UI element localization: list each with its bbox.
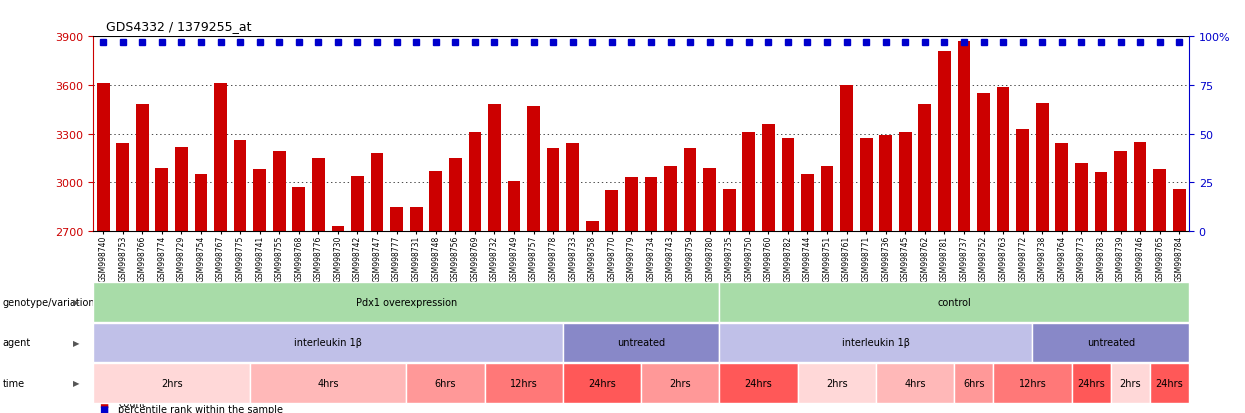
Bar [1134, 142, 1147, 231]
Bar [176, 147, 188, 231]
Bar [116, 144, 129, 231]
Bar [508, 181, 520, 231]
Text: untreated: untreated [618, 337, 665, 348]
Text: ▶: ▶ [72, 298, 80, 306]
Bar [214, 84, 227, 231]
Text: control: control [937, 297, 971, 307]
Bar [605, 191, 619, 231]
Bar [801, 175, 814, 231]
Text: ■: ■ [100, 398, 108, 408]
Bar [136, 105, 148, 231]
Text: percentile rank within the sample: percentile rank within the sample [118, 404, 284, 413]
Bar [194, 175, 208, 231]
Text: count: count [118, 398, 146, 408]
Bar [468, 133, 482, 231]
Bar [742, 133, 756, 231]
Text: 24hrs: 24hrs [745, 378, 772, 388]
Text: genotype/variation: genotype/variation [2, 297, 95, 307]
Text: ■: ■ [100, 404, 108, 413]
Bar [1016, 129, 1030, 231]
Bar [664, 166, 677, 231]
Bar [723, 189, 736, 231]
Text: 2hrs: 2hrs [670, 378, 691, 388]
Text: 2hrs: 2hrs [161, 378, 183, 388]
Bar [625, 178, 637, 231]
Bar [645, 178, 657, 231]
Text: interleukin 1β: interleukin 1β [294, 337, 362, 348]
Bar [820, 166, 833, 231]
Bar [879, 136, 893, 231]
Text: ▶: ▶ [72, 379, 80, 387]
Bar [566, 144, 579, 231]
Bar [156, 168, 168, 231]
Bar [312, 159, 325, 231]
Text: 2hrs: 2hrs [825, 378, 848, 388]
Bar [586, 221, 599, 231]
Bar [1173, 189, 1185, 231]
Text: 24hrs: 24hrs [1077, 378, 1106, 388]
Text: 4hrs: 4hrs [904, 378, 926, 388]
Bar [390, 207, 403, 231]
Bar [957, 42, 970, 231]
Bar [1074, 163, 1088, 231]
Text: ▶: ▶ [72, 338, 80, 347]
Text: interleukin 1β: interleukin 1β [842, 337, 910, 348]
Bar [684, 149, 696, 231]
Text: Pdx1 overexpression: Pdx1 overexpression [356, 297, 457, 307]
Bar [840, 86, 853, 231]
Bar [762, 125, 774, 231]
Bar [97, 84, 110, 231]
Bar [1036, 104, 1048, 231]
Bar [997, 87, 1010, 231]
Bar [547, 149, 559, 231]
Bar [860, 139, 873, 231]
Text: 12hrs: 12hrs [1018, 378, 1046, 388]
Bar [919, 105, 931, 231]
Bar [977, 94, 990, 231]
Bar [488, 105, 500, 231]
Bar [253, 170, 266, 231]
Bar [371, 154, 383, 231]
Bar [273, 152, 285, 231]
Bar [937, 52, 951, 231]
Bar [527, 107, 540, 231]
Text: 24hrs: 24hrs [588, 378, 616, 388]
Bar [1114, 152, 1127, 231]
Text: 6hrs: 6hrs [964, 378, 985, 388]
Bar [351, 176, 364, 231]
Bar [410, 207, 422, 231]
Bar [430, 171, 442, 231]
Text: 24hrs: 24hrs [1155, 378, 1183, 388]
Text: agent: agent [2, 337, 31, 348]
Bar [782, 139, 794, 231]
Bar [234, 141, 247, 231]
Bar [899, 133, 911, 231]
Bar [293, 188, 305, 231]
Text: untreated: untreated [1087, 337, 1134, 348]
Bar [449, 159, 462, 231]
Text: 12hrs: 12hrs [510, 378, 538, 388]
Bar [331, 226, 345, 231]
Text: GDS4332 / 1379255_at: GDS4332 / 1379255_at [106, 20, 251, 33]
Text: 6hrs: 6hrs [435, 378, 456, 388]
Bar [1094, 173, 1107, 231]
Bar [703, 168, 716, 231]
Text: time: time [2, 378, 25, 388]
Text: 4hrs: 4hrs [317, 378, 339, 388]
Bar [1153, 170, 1167, 231]
Bar [1056, 144, 1068, 231]
Text: 2hrs: 2hrs [1119, 378, 1142, 388]
